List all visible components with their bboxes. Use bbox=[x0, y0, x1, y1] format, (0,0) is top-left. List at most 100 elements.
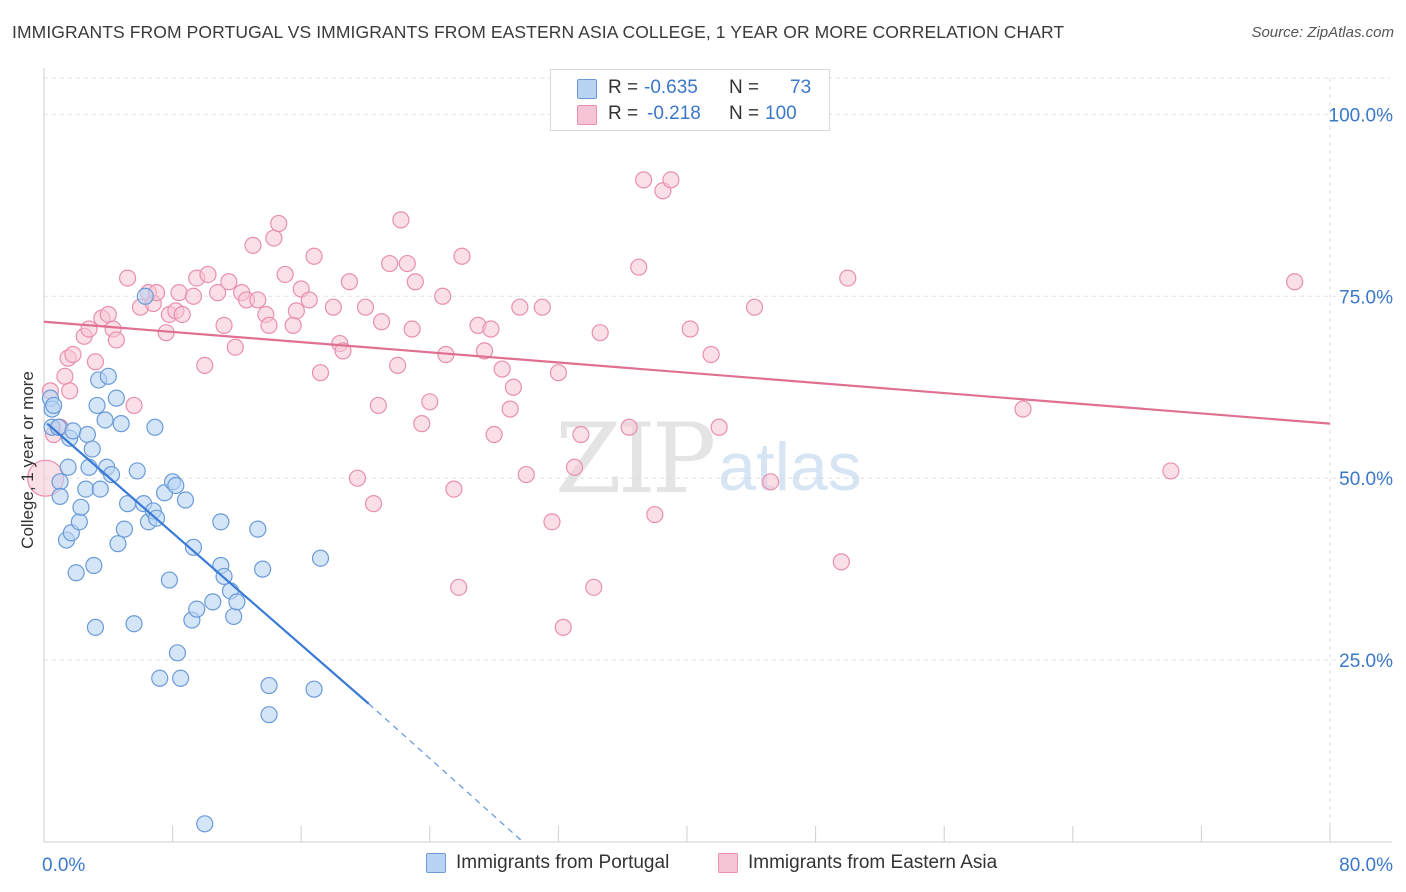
portugal-point bbox=[168, 644, 187, 662]
stats-swatch-eastern-asia bbox=[577, 105, 597, 125]
portugal-point bbox=[88, 396, 106, 415]
portugal-point bbox=[311, 549, 330, 567]
portugal-point bbox=[196, 815, 214, 833]
stats-n-label: N = bbox=[729, 77, 760, 98]
portugal-point bbox=[85, 556, 103, 575]
eastern-asia-point bbox=[572, 425, 590, 444]
eastern-asia-point bbox=[61, 382, 79, 400]
portugal-point bbox=[107, 389, 125, 407]
portugal-point bbox=[99, 367, 117, 385]
grid-lines bbox=[44, 77, 1390, 842]
portugal-point bbox=[204, 593, 222, 611]
portugal-point bbox=[172, 669, 190, 687]
stats-r-value: -0.218 bbox=[647, 103, 701, 124]
eastern-asia-point bbox=[173, 305, 191, 324]
eastern-asia-point bbox=[284, 316, 302, 334]
eastern-asia-point bbox=[761, 473, 780, 491]
eastern-asia-point bbox=[86, 353, 105, 371]
eastern-asia-point bbox=[482, 320, 500, 338]
eastern-asia-point bbox=[64, 345, 82, 364]
portugal-point bbox=[167, 476, 185, 495]
portugal-point bbox=[78, 425, 97, 444]
eastern-asia-point bbox=[107, 331, 125, 349]
eastern-asia-point bbox=[364, 495, 383, 513]
stats-n-value: 100 bbox=[765, 103, 797, 124]
eastern-asia-point bbox=[215, 316, 233, 334]
legend: Immigrants from Portugal Immigrants from… bbox=[0, 851, 1406, 877]
source-credit: Source: ZipAtlas.com bbox=[1251, 24, 1394, 41]
eastern-asia-point bbox=[591, 324, 609, 342]
portugal-point bbox=[102, 465, 121, 484]
portugal-point bbox=[109, 535, 127, 553]
eastern-asia-point bbox=[634, 171, 653, 189]
stats-swatch-portugal bbox=[577, 79, 597, 99]
eastern-asia-point bbox=[334, 342, 352, 360]
eastern-asia-point bbox=[311, 364, 330, 382]
stats-r-label: R = bbox=[608, 77, 639, 98]
portugal-point bbox=[136, 287, 154, 305]
portugal-point bbox=[96, 411, 114, 429]
portugal-point bbox=[51, 473, 69, 491]
eastern-asia-point bbox=[630, 258, 648, 276]
eastern-asia-point bbox=[369, 396, 387, 415]
x-tick-label: 0.0% bbox=[42, 855, 85, 876]
eastern-asia-point bbox=[745, 298, 764, 316]
eastern-asia-point bbox=[324, 298, 342, 316]
portugal-point bbox=[249, 520, 267, 538]
eastern-asia-point bbox=[276, 265, 294, 284]
eastern-asia-point bbox=[434, 287, 452, 305]
stats-n-label: N = bbox=[729, 103, 760, 124]
eastern-asia-point bbox=[554, 618, 572, 636]
eastern-asia-point bbox=[392, 211, 410, 229]
portugal-point bbox=[188, 600, 206, 618]
eastern-asia-point bbox=[646, 505, 664, 524]
portugal-point bbox=[151, 669, 169, 687]
stats-n-value: 73 bbox=[790, 77, 812, 98]
eastern-asia-point bbox=[209, 284, 227, 302]
y-tick-label: 100.0% bbox=[1329, 105, 1394, 126]
stats-box: R = -0.635 N = 73 R = -0.218 N = 100 bbox=[550, 69, 830, 131]
eastern-asia-point bbox=[305, 247, 323, 265]
legend-label-portugal: Immigrants from Portugal bbox=[456, 852, 670, 873]
eastern-asia-point bbox=[300, 291, 318, 309]
portugal-point bbox=[146, 418, 164, 436]
eastern-asia-point bbox=[372, 313, 391, 331]
eastern-asia-point bbox=[681, 320, 699, 338]
eastern-asia-point bbox=[565, 458, 584, 476]
eastern-asia-point bbox=[445, 480, 463, 498]
portugal-point bbox=[59, 458, 77, 476]
portugal-point bbox=[212, 513, 230, 531]
eastern-asia-point bbox=[549, 364, 568, 382]
eastern-asia-point bbox=[504, 378, 522, 396]
portugal-point bbox=[176, 491, 195, 509]
eastern-asia-point bbox=[839, 269, 857, 287]
eastern-asia-point bbox=[493, 360, 511, 378]
eastern-asia-point bbox=[453, 247, 471, 265]
portugal-points bbox=[41, 287, 330, 833]
portugal-point bbox=[160, 571, 178, 589]
chart-title: IMMIGRANTS FROM PORTUGAL VS IMMIGRANTS F… bbox=[12, 22, 1065, 42]
portugal-point bbox=[115, 520, 133, 538]
eastern-asia-point bbox=[501, 400, 519, 418]
eastern-asia-point bbox=[381, 254, 399, 273]
eastern-asia-point bbox=[287, 302, 305, 320]
eastern-asia-point bbox=[710, 418, 728, 436]
portugal-point bbox=[260, 706, 278, 724]
eastern-asia-point bbox=[662, 171, 680, 189]
portugal-point bbox=[64, 422, 82, 440]
legend-label-eastern-asia: Immigrants from Eastern Asia bbox=[748, 852, 998, 873]
trend-lines bbox=[43, 320, 1331, 843]
eastern-asia-point bbox=[1286, 273, 1304, 291]
eastern-asia-point bbox=[348, 469, 367, 487]
eastern-asia-trendline bbox=[43, 320, 1331, 425]
portugal-point bbox=[70, 513, 88, 531]
legend-swatch-eastern-asia bbox=[718, 853, 738, 873]
eastern-asia-point bbox=[511, 298, 529, 316]
eastern-asia-point bbox=[56, 367, 74, 385]
x-tick-label: 80.0% bbox=[1339, 855, 1393, 876]
stats-r-label: R = bbox=[608, 103, 639, 124]
eastern-asia-point bbox=[389, 356, 407, 375]
eastern-asia-point bbox=[585, 578, 603, 596]
portugal-point bbox=[260, 676, 278, 695]
eastern-asia-point bbox=[356, 298, 375, 316]
